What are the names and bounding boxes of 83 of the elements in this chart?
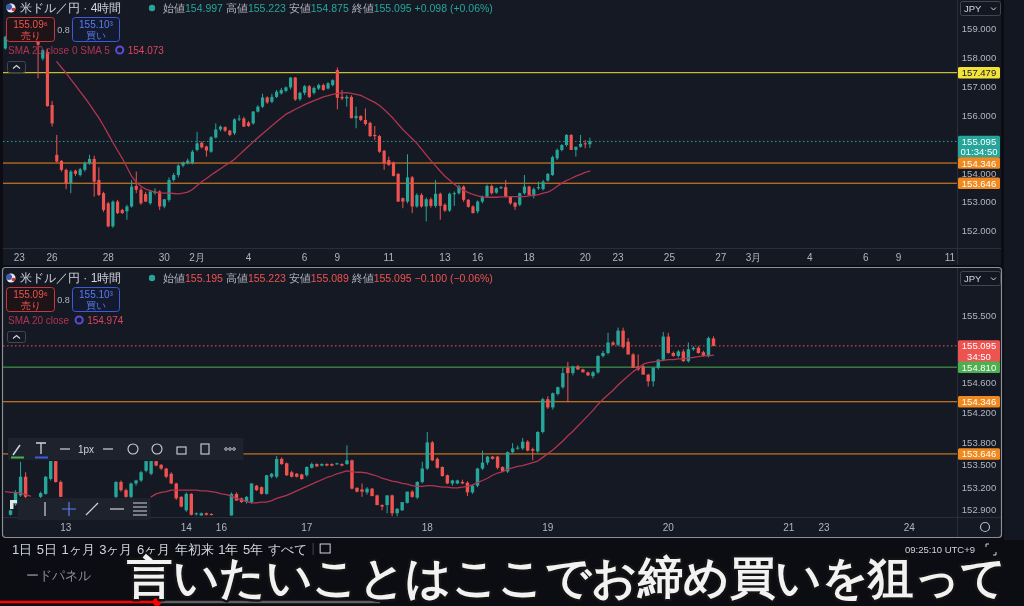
x-tick-label: 3月	[745, 251, 762, 263]
x-tick-label: 4	[245, 251, 252, 263]
chart-title: 米ドル／円 · 1時間	[20, 271, 122, 285]
ref-line-label: 157.479	[961, 67, 997, 79]
x-tick-label: 23	[612, 251, 624, 263]
annotation: 155.09⁶	[13, 288, 48, 300]
x-tick-label: 9	[895, 251, 902, 263]
x-tick-label: 30	[158, 251, 171, 263]
text: 1ヶ月	[61, 541, 95, 557]
y-tick-label: 153.800	[961, 436, 997, 448]
text: ードパネル	[26, 567, 91, 583]
y-tick-label: 155.500	[961, 310, 997, 322]
y-tick-label: 154.000	[961, 167, 997, 179]
x-tick-label: 18	[421, 521, 434, 533]
x-tick-label: 27	[715, 251, 727, 263]
text: JPY	[964, 3, 983, 14]
ref-line-label: 154.346	[961, 396, 997, 408]
annotation: 155.09⁶	[13, 18, 48, 30]
ref-line-label: 153.646	[961, 448, 997, 460]
annotation: 1px	[77, 443, 95, 455]
ref-line-label: 155.095 01:34:50	[960, 135, 998, 158]
x-tick-label: 20	[662, 521, 675, 533]
y-tick-label: 157.000	[961, 81, 997, 93]
annotation: 155.10³	[79, 288, 114, 300]
annotation: 155.10³	[79, 18, 114, 30]
ref-line-label: 154.810	[961, 361, 997, 373]
x-tick-label: 16	[215, 521, 228, 533]
chart-title: 米ドル／円 · 4時間	[20, 1, 122, 15]
ref-line-label: 153.646	[961, 177, 997, 189]
y-tick-label: 156.000	[961, 109, 997, 121]
annotation: 0.8	[57, 295, 70, 305]
y-tick-label: 158.000	[961, 52, 997, 64]
annotation: 買い	[86, 29, 106, 41]
x-tick-label: 23	[13, 251, 26, 263]
annotation: 売り	[20, 29, 41, 41]
x-tick-label: 2月	[189, 251, 205, 263]
x-tick-label: 17	[301, 521, 313, 533]
y-tick-label: 154.600	[961, 377, 997, 389]
x-tick-label: 25	[663, 251, 676, 263]
text: 1年	[218, 541, 239, 557]
y-tick-label: 152.900	[961, 504, 997, 516]
text: すべて	[267, 541, 307, 557]
x-tick-label: 21	[783, 521, 795, 533]
x-tick-label: 4	[806, 251, 813, 263]
ref-line-label: 154.346	[961, 157, 997, 169]
text: SMA 20 close	[8, 314, 70, 326]
x-tick-label: 9	[334, 251, 341, 263]
x-tick-label: 23	[818, 521, 830, 533]
x-tick-label: 19	[542, 521, 554, 533]
text: 3ヶ月	[99, 541, 133, 557]
x-tick-label: 11	[383, 251, 395, 263]
x-tick-label: 16	[472, 251, 484, 263]
y-tick-label: 159.000	[961, 23, 997, 35]
annotation: 売り	[20, 299, 41, 311]
text: JPY	[964, 273, 983, 284]
x-tick-label: 6	[863, 251, 870, 263]
x-tick-label: 6	[301, 251, 308, 263]
y-tick-label: 152.000	[961, 225, 997, 237]
text: 始値155.195 高値155.223 安値155.089 終値155.095 −0.100 (−0.06%)	[163, 272, 493, 284]
x-tick-label: 18	[523, 251, 536, 263]
x-tick-label: 14	[180, 521, 193, 533]
text: 5年	[242, 541, 264, 557]
x-tick-label: 26	[46, 251, 59, 263]
annotation: 154.974	[87, 314, 124, 326]
annotation: 154.073	[127, 44, 165, 56]
y-tick-label: 153.500	[961, 459, 997, 471]
x-tick-label: 13	[439, 251, 451, 263]
annotation: 買い	[86, 299, 106, 311]
y-tick-label: 153.000	[961, 196, 997, 208]
x-tick-label: 20	[579, 251, 592, 263]
text: 1日	[12, 541, 33, 557]
text: 始値154.997 高値155.223 安値154.875 終値155.095 +0.098 (+0.06%)	[163, 2, 493, 14]
y-tick-label: 154.200	[961, 407, 997, 419]
ref-line-label: 155.095 34:50	[961, 340, 997, 362]
x-tick-label: 11	[944, 251, 956, 263]
x-tick-label: 13	[60, 521, 72, 533]
text: 年初来	[174, 541, 214, 557]
x-tick-label: 28	[102, 251, 115, 263]
y-tick-label: 153.200	[961, 481, 997, 493]
x-tick-label: 24	[903, 521, 916, 533]
text: 09:25:10 UTC+9	[905, 543, 975, 555]
text: 5日	[36, 541, 57, 557]
annotation: 0.8	[57, 25, 70, 35]
